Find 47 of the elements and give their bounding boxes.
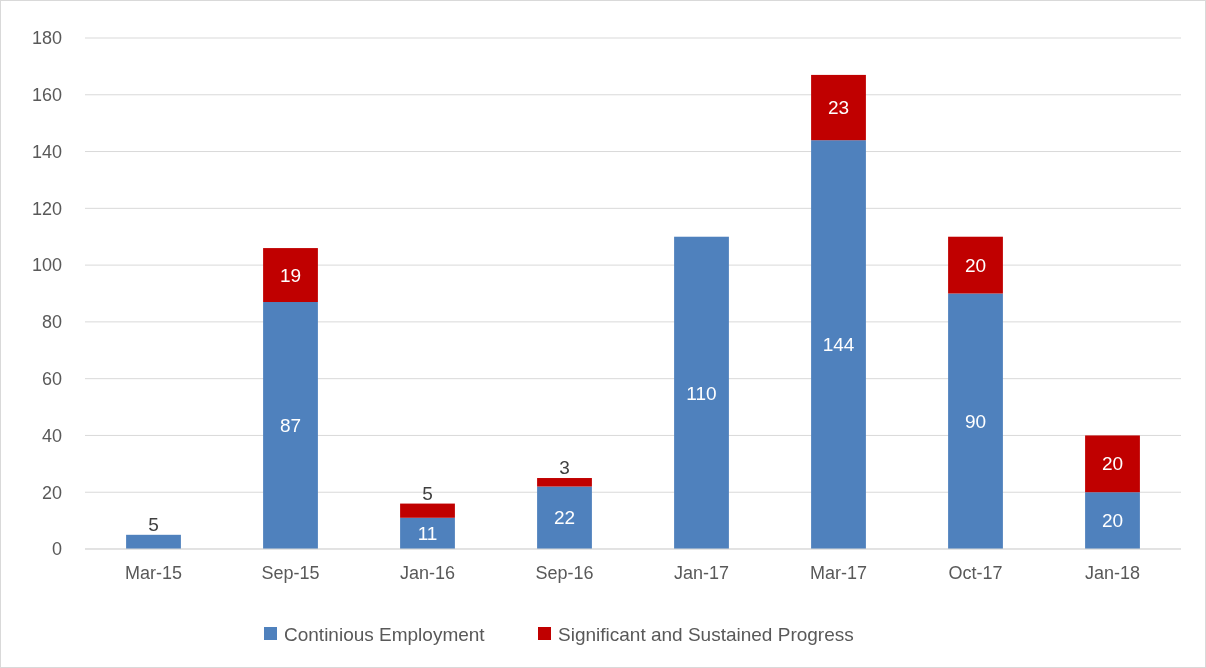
bar <box>126 534 181 549</box>
data-label: 3 <box>559 457 570 479</box>
bar <box>948 293 1003 549</box>
y-tick-label: 120 <box>31 198 62 219</box>
x-tick-label: Sep-15 <box>261 563 320 583</box>
bar <box>1085 492 1140 549</box>
bar <box>811 74 866 141</box>
data-label: 22 <box>553 507 576 529</box>
x-tick-label: Mar-15 <box>124 563 183 583</box>
bar <box>263 302 318 549</box>
x-tick-label: Sep-16 <box>535 563 594 583</box>
bar <box>674 236 729 549</box>
data-label: 20 <box>964 254 987 276</box>
data-label: 87 <box>279 415 302 437</box>
data-label: 20 <box>1101 453 1124 475</box>
bar <box>948 236 1003 294</box>
legend-label: Significant and Sustained Progress <box>558 623 854 645</box>
x-tick-label: Jan-17 <box>673 563 730 583</box>
data-label: 20 <box>1101 510 1124 532</box>
y-tick-label: 40 <box>41 425 62 446</box>
y-tick-label: 100 <box>31 255 62 276</box>
bar <box>537 478 592 487</box>
bar <box>400 503 455 518</box>
bar <box>1085 435 1140 493</box>
data-label: 90 <box>964 410 987 432</box>
x-tick-label: Jan-16 <box>399 563 456 583</box>
data-label: 144 <box>822 334 855 356</box>
legend-label: Continious Employment <box>284 623 486 645</box>
data-label: 23 <box>827 97 850 119</box>
bar <box>537 486 592 549</box>
data-label: 19 <box>279 264 302 286</box>
y-tick-label: 160 <box>31 85 62 106</box>
bar <box>811 140 866 549</box>
y-tick-label: 180 <box>31 28 62 49</box>
bar <box>263 248 318 303</box>
y-tick-label: 60 <box>41 368 62 389</box>
y-tick-label: 80 <box>41 312 62 333</box>
data-label: 110 <box>686 382 717 404</box>
y-tick-label: 0 <box>51 539 62 560</box>
data-label: 5 <box>148 513 159 535</box>
y-tick-label: 140 <box>31 141 62 162</box>
x-tick-label: Mar-17 <box>809 563 868 583</box>
data-label: 11 <box>417 523 438 545</box>
y-tick-label: 20 <box>41 482 62 503</box>
x-tick-label: Jan-18 <box>1084 563 1141 583</box>
data-label: 5 <box>422 482 433 504</box>
x-tick-label: Oct-17 <box>948 563 1003 583</box>
